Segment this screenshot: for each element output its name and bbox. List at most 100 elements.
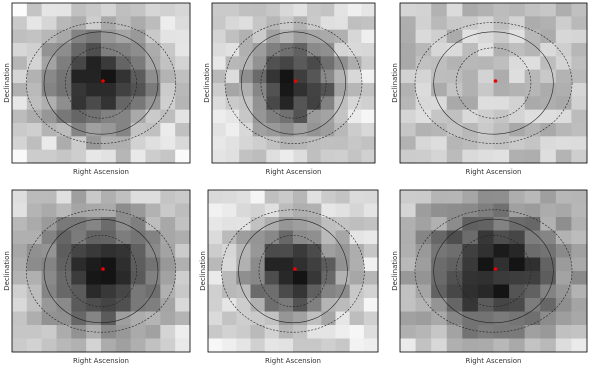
pixel [86, 217, 102, 231]
pixel [212, 29, 227, 44]
contour [433, 218, 554, 324]
pixel [293, 230, 308, 245]
pixel [56, 311, 72, 326]
pixel [555, 29, 572, 44]
pixel [321, 271, 336, 285]
pixel [71, 56, 87, 71]
pixel [264, 217, 280, 231]
pixel [363, 325, 379, 339]
pixel [361, 136, 376, 151]
pixel [222, 190, 237, 204]
pixel [130, 338, 146, 353]
pixel [130, 217, 146, 231]
pixel [349, 244, 365, 258]
pixel [361, 149, 376, 164]
pixel [363, 311, 379, 326]
pixel [293, 244, 308, 258]
pixel [56, 244, 72, 258]
pixel [400, 43, 417, 57]
pixel [12, 43, 28, 57]
pixel [101, 96, 117, 111]
pixel [175, 271, 191, 285]
pixel [208, 244, 223, 258]
pixel [266, 29, 281, 44]
pixel [101, 311, 117, 326]
pixel [555, 217, 572, 231]
pixel [145, 325, 161, 339]
pixel [130, 16, 146, 31]
pixel [493, 149, 510, 164]
pixel [307, 244, 322, 258]
pixel [41, 149, 57, 164]
pixel [571, 217, 588, 231]
pixel [26, 230, 43, 245]
pixel [266, 149, 281, 164]
pixel [225, 109, 240, 124]
pixel [145, 149, 161, 164]
pixel [236, 338, 251, 353]
pixel [509, 203, 526, 218]
pixel [175, 16, 191, 31]
pixel [12, 325, 28, 339]
pixel [524, 230, 541, 245]
pixel [250, 230, 266, 245]
pixel [71, 149, 87, 164]
pixel [266, 136, 281, 151]
pixel [493, 123, 510, 137]
pixel [334, 3, 349, 17]
pixel [266, 3, 281, 17]
pixel [363, 338, 379, 353]
pixel [86, 123, 102, 137]
pixel [307, 325, 322, 339]
pixel [509, 298, 526, 312]
pixel [12, 338, 28, 353]
pixel [477, 29, 494, 44]
pixel [12, 3, 28, 17]
pixel [446, 43, 463, 57]
pixel [175, 325, 191, 339]
pixel [349, 325, 365, 339]
pixel [320, 29, 335, 44]
pixel [41, 298, 57, 312]
pixel [307, 3, 322, 17]
pixel [462, 284, 479, 299]
pixel [509, 16, 526, 31]
pixel [540, 257, 557, 272]
pixel [26, 96, 43, 111]
pixel [145, 69, 161, 84]
pixel [160, 298, 176, 312]
pixel [571, 325, 588, 339]
pixel [71, 230, 87, 245]
pixel [56, 43, 72, 57]
pixel [239, 16, 254, 31]
pixel [56, 190, 72, 204]
pixel [208, 203, 223, 218]
pixel [477, 217, 494, 231]
pixel [509, 190, 526, 204]
pixel [493, 284, 510, 299]
pixel [101, 203, 117, 218]
pixel [101, 16, 117, 31]
pixel [555, 203, 572, 218]
pixel [349, 338, 365, 353]
pixel [225, 56, 240, 71]
pixel [431, 190, 448, 204]
pixel [86, 109, 102, 124]
pixel [250, 217, 266, 231]
pixel [415, 56, 432, 71]
contour [221, 209, 365, 333]
pixel [446, 284, 463, 299]
pixel [26, 190, 43, 204]
pixel [446, 83, 463, 97]
pixel [320, 69, 335, 84]
pixel [540, 109, 557, 124]
pixel [145, 29, 161, 44]
pixel [26, 338, 43, 353]
pixel [509, 96, 526, 111]
pixel [239, 96, 254, 111]
pixel [239, 149, 254, 164]
pixel [321, 311, 336, 326]
pixel [446, 109, 463, 124]
pixel [462, 298, 479, 312]
pixel [477, 43, 494, 57]
